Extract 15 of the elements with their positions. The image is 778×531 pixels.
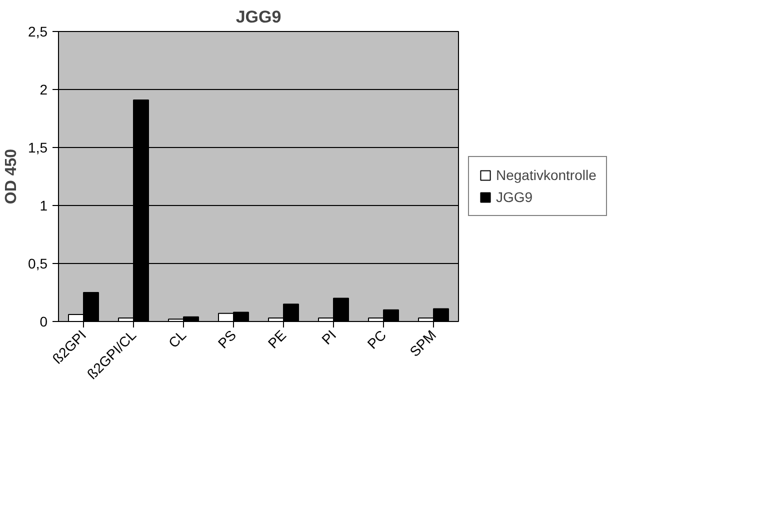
- x-tick-label: PE: [264, 326, 290, 352]
- y-tick-label: 0: [40, 314, 48, 330]
- y-tick-label: 2: [40, 82, 48, 98]
- x-tick-label: PI: [318, 326, 340, 348]
- y-tick-label: 0,5: [28, 256, 48, 272]
- legend-label: Negativkontrolle: [496, 167, 596, 183]
- y-axis-title: OD 450: [3, 148, 20, 204]
- x-tick-label: PC: [364, 326, 390, 352]
- legend-label: JGG9: [496, 189, 533, 205]
- x-tick-label: CL: [165, 326, 190, 351]
- y-tick-label: 2,5: [28, 24, 48, 40]
- x-tick-label: PS: [214, 326, 240, 352]
- y-tick-label: 1: [40, 198, 48, 214]
- chart-title: JGG9: [236, 8, 282, 26]
- y-tick-label: 1,5: [28, 140, 48, 156]
